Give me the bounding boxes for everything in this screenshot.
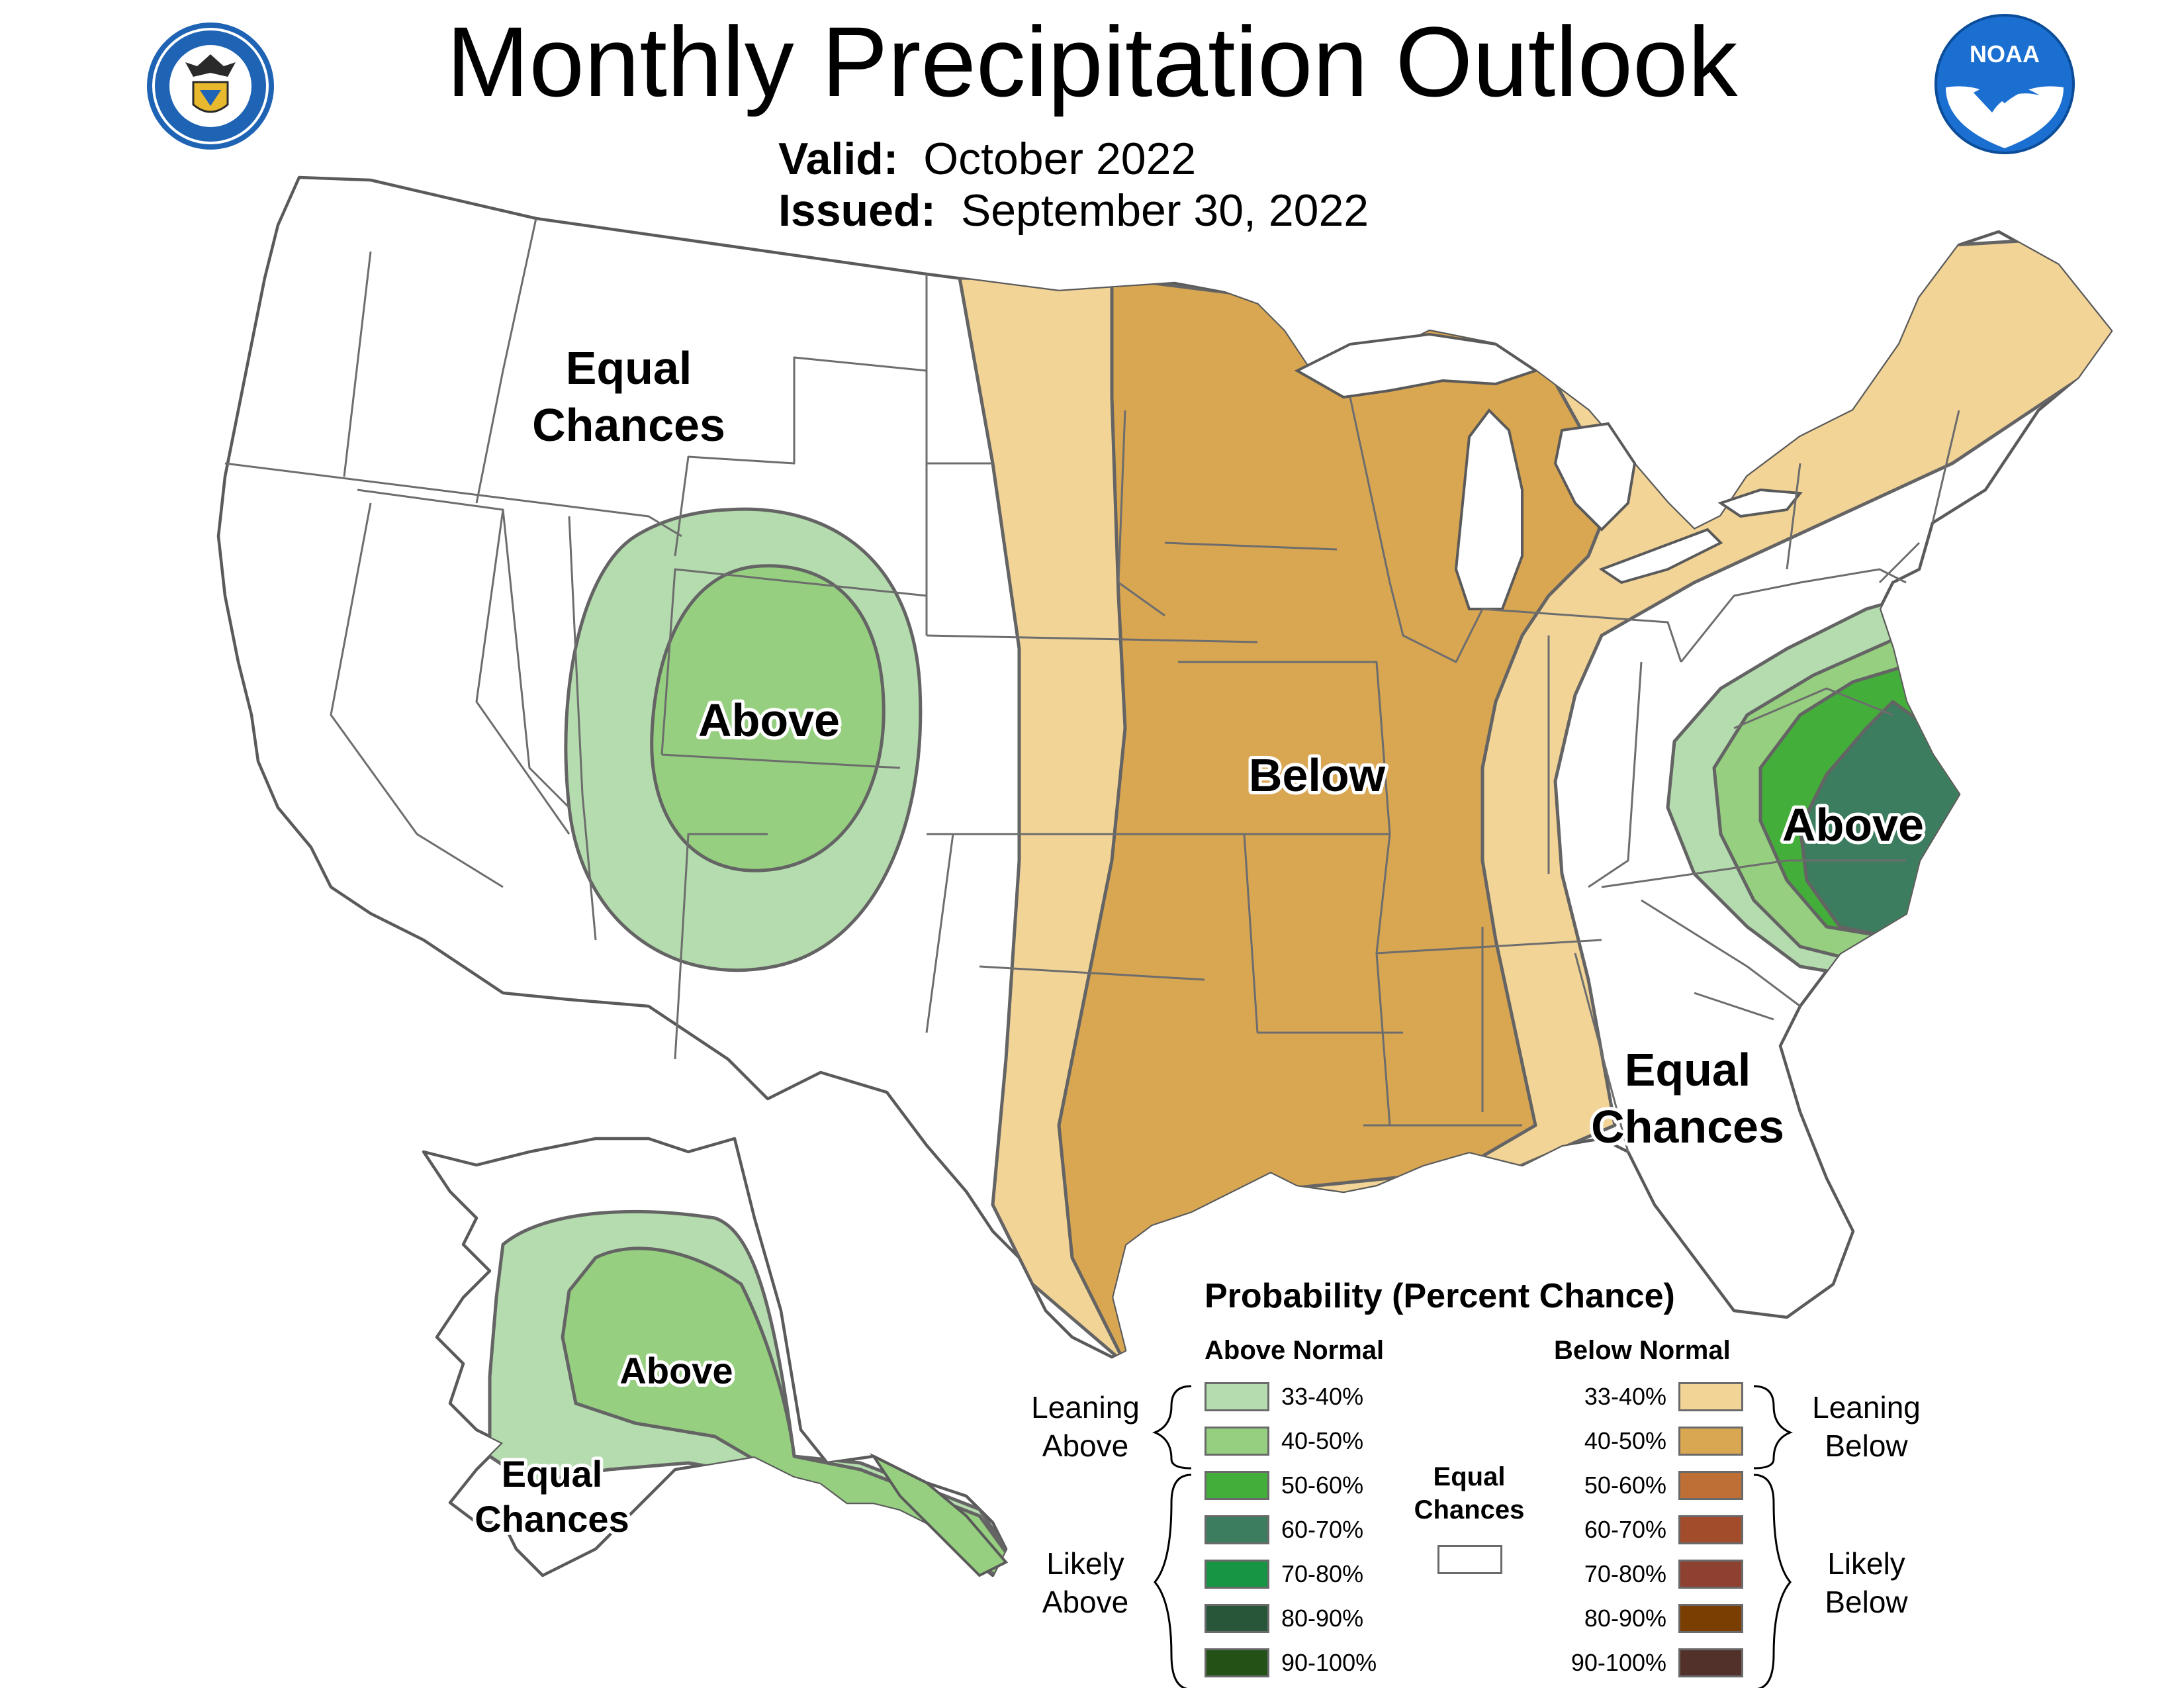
legend-below-range-label: 60-70% <box>1584 1516 1666 1543</box>
se-equal-chances-label-2: Chances <box>1591 1101 1784 1152</box>
se-equal-chances-label-1: Equal <box>1625 1044 1751 1096</box>
legend-above-swatch <box>1205 1515 1269 1544</box>
legend-above-swatch <box>1205 1427 1269 1456</box>
legend-leaning-below-label: Leaning Below <box>1812 1390 1921 1463</box>
east-above-label: Above <box>1782 799 1924 851</box>
west-above-label: Above <box>698 694 840 746</box>
lake-huron <box>1553 422 1637 532</box>
nw-equal-chances-label-1: Equal <box>566 342 692 394</box>
legend-below-range-label: 50-60% <box>1584 1472 1666 1499</box>
ak-equal-chances-label-2: Chances <box>475 1498 629 1540</box>
noaa-logo-icon: NOAA <box>1934 13 2075 155</box>
legend-below-swatch <box>1678 1648 1743 1677</box>
legend-above-range-label: 50-60% <box>1281 1472 1364 1499</box>
legend-below-swatch <box>1678 1382 1743 1411</box>
issued-line: Issued: September 30, 2022 <box>778 188 1369 233</box>
legend-below-swatch <box>1678 1560 1743 1589</box>
legend-below-swatch <box>1678 1471 1743 1500</box>
noaa-logo-text: NOAA <box>1970 40 2040 68</box>
legend-below-swatch <box>1678 1515 1743 1544</box>
central-below-label: Below <box>1249 749 1386 801</box>
lake-michigan <box>1454 408 1524 610</box>
legend-equal-chances-swatch <box>1437 1545 1502 1574</box>
legend-above-range-label: 70-80% <box>1281 1560 1364 1587</box>
legend-above-range-label: 80-90% <box>1281 1605 1364 1632</box>
legend-likely-above-label: Likely Above <box>1042 1546 1129 1619</box>
legend-above-normal-header: Above Normal <box>1205 1336 1385 1365</box>
legend-above-range-label: 90-100% <box>1281 1649 1377 1676</box>
legend-below-range-label: 70-80% <box>1584 1560 1666 1587</box>
west-above-40-50-zone <box>650 564 886 872</box>
page-title: Monthly Precipitation Outlook <box>446 6 1738 117</box>
legend-above-swatch <box>1205 1560 1269 1589</box>
state-borders <box>224 218 1960 1152</box>
legend-leaning-above-label: Leaning Above <box>1031 1390 1140 1463</box>
legend-below-range-label: 80-90% <box>1584 1605 1666 1632</box>
lake-ontario <box>1717 488 1803 518</box>
legend-likely-below-label: Likely Below <box>1825 1546 1908 1619</box>
valid-value: October 2022 <box>923 134 1197 184</box>
legend-above-swatch <box>1205 1382 1269 1411</box>
valid-label: Valid: <box>778 134 899 184</box>
department-of-commerce-seal-icon <box>144 20 277 152</box>
valid-line: Valid: October 2022 <box>778 136 1196 181</box>
issued-value: September 30, 2022 <box>960 185 1369 236</box>
nw-equal-chances-label-2: Chances <box>532 399 725 451</box>
legend-below-range-label: 40-50% <box>1584 1427 1666 1454</box>
issued-label: Issued: <box>778 185 936 236</box>
legend-below-normal-header: Below Normal <box>1554 1336 1731 1365</box>
lake-erie <box>1598 528 1723 585</box>
lake-superior <box>1294 332 1539 399</box>
legend-above-swatch <box>1205 1648 1269 1677</box>
legend-above-range-label: 60-70% <box>1281 1516 1364 1543</box>
ak-panhandle <box>870 1452 1009 1577</box>
legend-below-range-label: 90-100% <box>1570 1649 1666 1676</box>
legend-below-swatch <box>1678 1427 1743 1456</box>
legend-braces <box>1152 1385 1794 1688</box>
legend-title: Probability (Percent Chance) <box>1205 1277 1675 1315</box>
ak-equal-chances-label-1: Equal <box>502 1453 602 1495</box>
legend-below-swatch <box>1678 1604 1743 1633</box>
legend-above-swatch <box>1205 1604 1269 1633</box>
legend-above-range-label: 40-50% <box>1281 1427 1364 1454</box>
legend-above-range-label: 33-40% <box>1281 1383 1364 1410</box>
legend-below-range-label: 33-40% <box>1584 1383 1666 1410</box>
legend-equal-chances-label: Equal Chances <box>1414 1462 1525 1524</box>
ak-above-label: Above <box>619 1350 733 1391</box>
legend-above-swatch <box>1205 1471 1269 1500</box>
